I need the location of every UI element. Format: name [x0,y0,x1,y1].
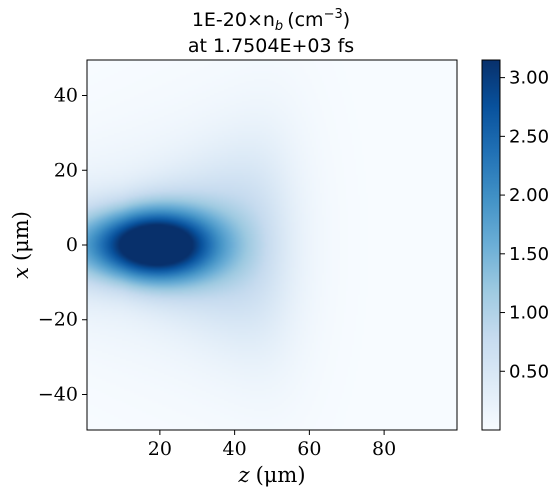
y-axis-label: x(μm) [9,211,33,279]
x-axis-label: z (μm) [237,463,305,487]
y-tick-label: 20 [54,159,78,181]
colorbar-tick-label: 1.00 [509,303,549,324]
y-tick-label: 0 [66,234,78,256]
x-axis-ticks: 20 40 60 80 [148,430,396,460]
y-tick-label: 40 [54,85,78,107]
colorbar-tick-label: 3.00 [509,68,549,89]
colorbar [481,59,501,431]
colorbar-tick-label: 2.50 [509,126,549,147]
heatmap-image [87,60,457,430]
x-tick-label: 20 [148,438,172,460]
x-tick-label: 60 [297,438,321,460]
y-axis-ticks: 40 20 0 −20 −40 [38,85,87,405]
chart-title-line1: 1E-20×nb (cm−3) [192,7,350,34]
x-tick-label: 40 [223,438,247,460]
colorbar-tick-label: 2.00 [509,185,549,206]
y-tick-label: −20 [38,309,78,331]
colorbar-ticks: 0.50 1.00 1.50 2.00 2.50 3.00 [500,68,549,382]
colorbar-tick-label: 1.50 [509,244,549,265]
chart-title-line2: at 1.7504E+03 fs [188,35,354,57]
y-tick-label: −40 [38,383,78,405]
x-tick-label: 80 [372,438,396,460]
colorbar-tick-label: 0.50 [509,361,549,382]
